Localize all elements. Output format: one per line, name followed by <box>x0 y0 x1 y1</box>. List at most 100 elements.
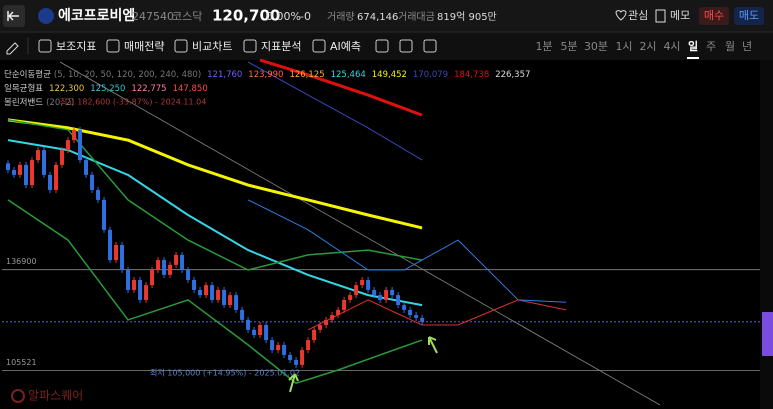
tool-button[interactable]: 지표분석 <box>261 40 301 53</box>
candle <box>132 279 137 290</box>
candle <box>384 289 389 300</box>
tool-icon[interactable] <box>423 39 437 53</box>
legend-title: 일목균형표 <box>4 84 43 94</box>
legend-value: 126,125 <box>289 70 324 80</box>
candle <box>204 285 209 296</box>
indicator-line <box>7 139 423 307</box>
legend-value: 149,452 <box>372 70 407 80</box>
buy-button-bg[interactable] <box>699 7 729 25</box>
candle <box>138 279 143 300</box>
candle <box>300 350 305 365</box>
candle <box>240 309 245 320</box>
stock-code: 247540 <box>132 10 174 23</box>
period-button[interactable]: 월 <box>725 40 735 53</box>
candle <box>180 254 185 271</box>
candle <box>12 170 17 175</box>
candle <box>366 279 371 290</box>
period-button[interactable]: 1시 <box>615 40 632 53</box>
candle <box>228 295 233 306</box>
candle <box>294 360 299 365</box>
high-note: 최고 182,600 (-33.87%) - 2024.11.04 <box>60 97 206 107</box>
tool-icon[interactable] <box>399 39 413 53</box>
candle <box>36 150 41 161</box>
period-button[interactable]: 년 <box>742 40 752 53</box>
candle <box>210 285 215 300</box>
change: -0 <box>300 10 311 23</box>
candle <box>402 305 407 310</box>
tool-icon <box>243 39 257 53</box>
period-button[interactable]: 1분 <box>535 40 552 53</box>
indicator-line <box>247 61 423 161</box>
candle <box>24 164 29 186</box>
tool-icon[interactable] <box>375 39 389 53</box>
memo-button[interactable]: 메모 <box>670 9 690 22</box>
candle <box>60 150 65 165</box>
candle <box>390 289 395 296</box>
stock-name: 에코프로비엠 <box>58 8 135 24</box>
market: 코스닥 <box>172 10 202 23</box>
candle <box>318 325 323 330</box>
candle <box>156 260 161 271</box>
period-button[interactable]: 주 <box>706 40 716 53</box>
legend-value: 170,079 <box>413 70 448 80</box>
candle <box>102 199 107 230</box>
arrow <box>288 373 299 393</box>
stock-logo <box>38 8 54 24</box>
tool-button[interactable]: AI예측 <box>330 40 361 53</box>
candle <box>324 319 329 326</box>
legend-title: 단순이동평균 <box>4 69 51 80</box>
memo-icon <box>655 9 666 23</box>
legend-row: 단순이동평균 (5, 10, 20, 50, 120, 200, 240, 480… <box>4 69 530 80</box>
candle <box>288 354 293 361</box>
watermark-logo <box>11 389 25 403</box>
heart-icon <box>615 10 627 21</box>
candle <box>414 315 419 318</box>
period-button[interactable]: 2시 <box>639 40 656 53</box>
candle <box>174 254 179 265</box>
period-button[interactable]: 일 <box>688 39 698 53</box>
tool-button[interactable]: 매매전략 <box>124 40 164 53</box>
tool-button[interactable]: 보조지표 <box>56 40 96 53</box>
candle <box>72 129 77 141</box>
candle <box>162 260 167 275</box>
candle <box>90 174 95 190</box>
legend-params: (5, 10, 20, 50, 120, 200, 240, 480) <box>54 70 201 80</box>
indicator-line <box>7 118 423 230</box>
candle <box>258 325 263 335</box>
legend-value: 125,250 <box>90 84 125 94</box>
sell-button-bg[interactable] <box>734 7 764 25</box>
candle <box>66 140 71 151</box>
candle <box>336 309 341 316</box>
candle <box>168 264 173 275</box>
candle <box>120 244 125 271</box>
candle <box>216 289 221 300</box>
legend-title: 볼린저밴드 <box>4 97 43 108</box>
candle <box>264 325 269 341</box>
sell-button[interactable]: 매도 <box>739 9 759 22</box>
candle <box>126 270 131 290</box>
candle <box>6 163 11 171</box>
candle <box>18 164 23 175</box>
candle <box>330 315 335 320</box>
level-label: 105521 <box>6 358 37 367</box>
period-button[interactable]: 30분 <box>584 40 608 53</box>
buy-button[interactable]: 매수 <box>704 9 724 22</box>
candle <box>396 295 401 306</box>
interest-button[interactable]: 관심 <box>628 9 648 22</box>
candle <box>42 150 47 175</box>
legend-value: 184,738 <box>454 70 489 80</box>
tool-button[interactable]: 비교차트 <box>192 40 232 53</box>
pencil-icon[interactable] <box>6 42 19 55</box>
volume-label: 거래량 <box>327 11 355 23</box>
legend-value: 122,775 <box>131 84 166 94</box>
candle <box>270 340 275 351</box>
legend-value: 122,300 <box>49 84 84 94</box>
candle <box>282 344 287 355</box>
tool-icon <box>106 39 120 53</box>
period-button[interactable]: 5분 <box>560 40 577 53</box>
level-label: 136900 <box>6 257 37 266</box>
amount: 819억 905만 <box>437 11 497 23</box>
period-button[interactable]: 4시 <box>663 40 680 53</box>
